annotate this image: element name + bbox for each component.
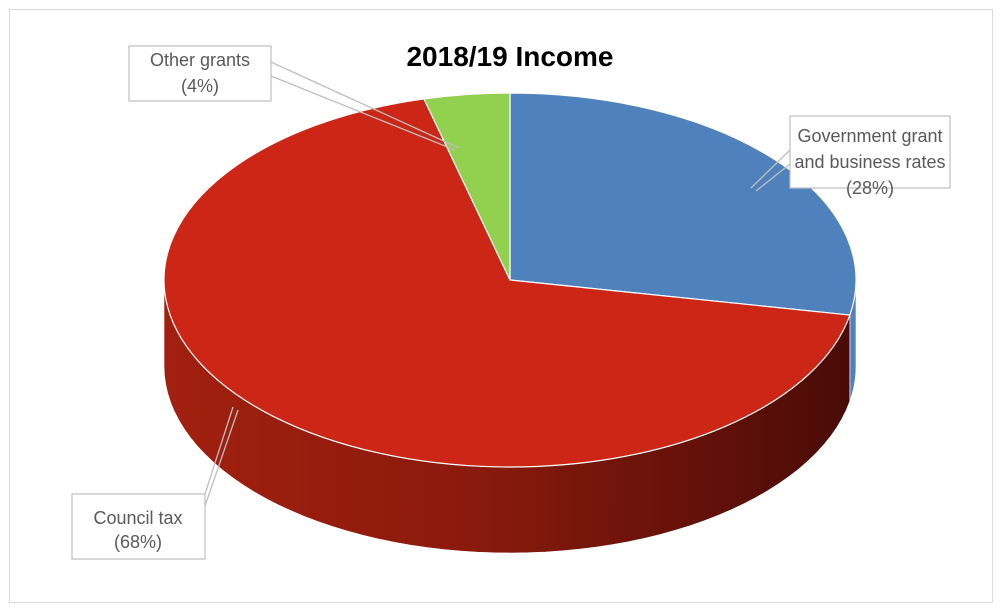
leader-line-0-b (755, 163, 791, 192)
pie-slice-1 (163, 98, 851, 468)
leader-line-1 (204, 406, 234, 495)
chart-title: 2018/19 Income (406, 41, 613, 72)
data-label-category-0: and business rates (794, 152, 945, 172)
data-label-category-0: Government grant (797, 126, 942, 146)
data-label-box-0 (789, 115, 951, 189)
leader-line-2 (270, 61, 460, 149)
pie-slice-2 (423, 92, 511, 281)
data-label-box-2 (128, 45, 272, 102)
leader-line-2-b (270, 75, 456, 151)
leader-line-1-b (204, 409, 239, 507)
leader-lines (204, 61, 791, 507)
pie-slices (163, 92, 857, 468)
data-label-value-0: (28%) (846, 178, 894, 198)
data-label-box-1 (71, 493, 206, 560)
data-label-category-1: Council tax (93, 508, 182, 528)
pie-slice-0 (509, 92, 857, 316)
data-label-value-1: (68%) (114, 532, 162, 552)
data-label-value-2: (4%) (181, 76, 219, 96)
data-label-category-2: Other grants (150, 50, 250, 70)
leader-line-0 (750, 149, 791, 189)
data-labels: Government grant and business rates (28%) C… (71, 45, 951, 560)
